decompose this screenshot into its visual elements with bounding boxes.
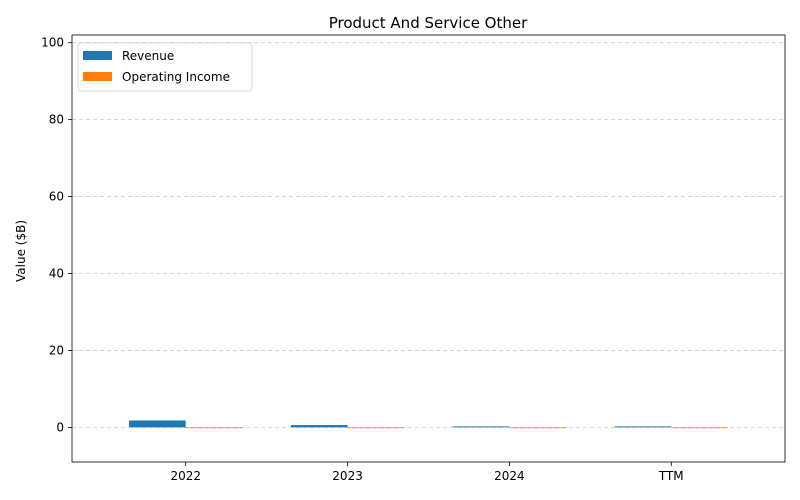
x-tick-label: 2023 — [332, 469, 363, 483]
x-axis-ticks: 2022 2023 2024 TTM — [170, 462, 684, 483]
bar-revenue — [290, 425, 348, 428]
legend-box — [77, 42, 253, 92]
y-tick-label: 100 — [41, 36, 64, 50]
y-tick-label: 80 — [49, 113, 64, 127]
bar-operating-income — [347, 427, 405, 429]
axes — [71, 34, 786, 463]
x-tick-label: TTM — [658, 469, 684, 483]
x-tick-label: 2022 — [170, 469, 201, 483]
legend-label: Revenue — [122, 49, 174, 63]
bar-operating-income — [185, 427, 243, 429]
bar-operating-income — [671, 427, 728, 429]
y-axis-ticks: 0 20 40 60 80 100 — [41, 36, 72, 434]
legend-swatch — [83, 72, 112, 81]
y-axis-label: Value ($B) — [14, 220, 28, 282]
bar-operating-income — [509, 427, 567, 429]
bar-revenue — [129, 420, 186, 428]
chart-title: Product And Service Other — [329, 14, 528, 32]
grid-lines — [72, 42, 785, 428]
y-tick-label: 0 — [56, 420, 64, 434]
legend: Revenue Operating Income — [77, 42, 253, 92]
bars — [129, 420, 728, 429]
y-tick-label: 20 — [49, 343, 64, 357]
y-tick-label: 40 — [49, 267, 64, 281]
y-tick-label: 60 — [49, 190, 64, 204]
x-tick-label: 2024 — [494, 469, 525, 483]
plot-frame — [71, 34, 786, 463]
bar-revenue — [614, 426, 672, 428]
legend-swatch — [83, 51, 112, 60]
bar-revenue — [452, 426, 510, 428]
legend-label: Operating Income — [122, 70, 230, 84]
